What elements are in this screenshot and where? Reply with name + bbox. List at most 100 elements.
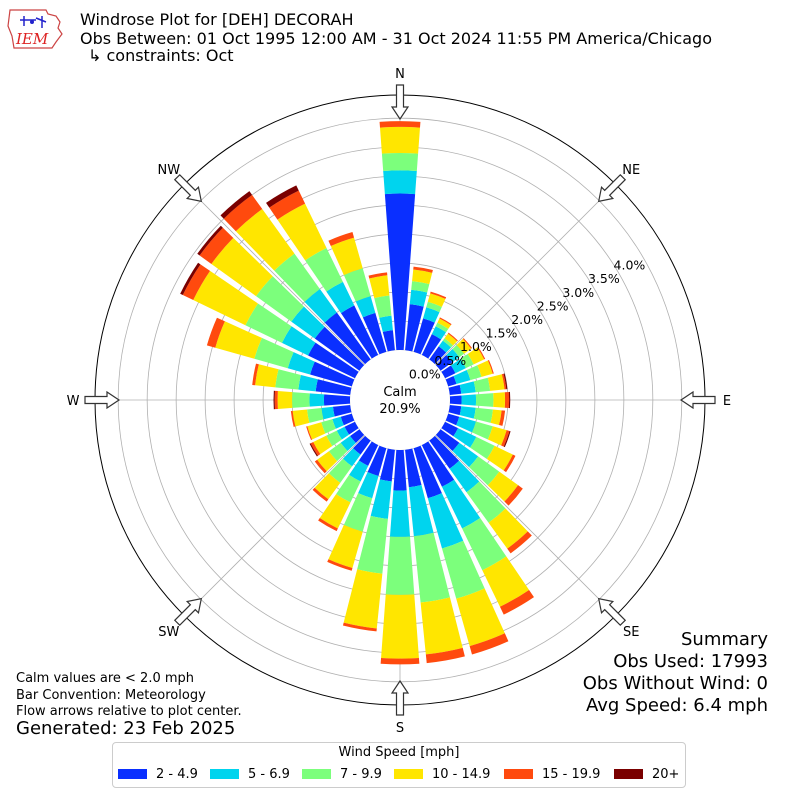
- rose-bar-segment: [472, 421, 493, 440]
- rose-bar-segment: [469, 456, 500, 486]
- rose-bar-segment: [379, 448, 395, 482]
- iem-logo: IEM: [7, 9, 63, 49]
- legend-swatch: [394, 769, 423, 779]
- legend-label: 20+: [652, 766, 680, 782]
- rose-bar-segment: [441, 365, 456, 379]
- rose-bar-segment: [277, 203, 327, 261]
- rose-bar-segment: [389, 490, 411, 537]
- grid-spoke: [184, 435, 365, 616]
- rose-bar-segment: [423, 307, 440, 323]
- rose-bar-segment: [330, 237, 363, 276]
- rose-bar-segment: [245, 303, 292, 343]
- bar-convention: Bar Convention: Meteorology: [16, 688, 206, 703]
- grid-spoke: [435, 435, 616, 616]
- calm-definition: Calm values are < 2.0 mph: [16, 671, 195, 686]
- legend-swatch: [504, 769, 533, 779]
- rose-bar-segment: [467, 347, 485, 365]
- rose-bar-segment: [350, 429, 365, 443]
- summary-avg-speed: Avg Speed: 6.4 mph: [586, 695, 768, 716]
- rose-bar-segment: [507, 531, 532, 554]
- rose-bar-segment: [274, 390, 278, 410]
- rose-bar-segment: [421, 441, 455, 487]
- generated-date: Generated: 23 Feb 2025: [16, 718, 236, 739]
- rose-bar-segment: [426, 301, 442, 313]
- rose-bar-segment: [487, 374, 505, 391]
- rose-bar-segment: [444, 333, 458, 346]
- rose-bar-segment: [473, 407, 493, 423]
- rose-bar-segment: [298, 374, 318, 392]
- rose-bar-segment: [462, 338, 473, 349]
- rose-bar-segment: [317, 451, 338, 472]
- rose-bar-segment: [197, 225, 223, 256]
- rose-bar-segment: [384, 193, 416, 351]
- rose-bar-segment: [308, 342, 359, 379]
- rose-bar-segment: [199, 227, 234, 264]
- rose-bar-segment: [381, 152, 419, 171]
- direction-label: S: [396, 721, 404, 736]
- rose-bar-segment: [405, 304, 424, 352]
- rose-bar-segment: [413, 532, 450, 603]
- rose-bar-segment: [453, 428, 477, 448]
- flow-arrow-icon: [84, 390, 121, 410]
- legend-item: 2 - 4.9: [118, 766, 198, 782]
- grid-spoke: [435, 184, 616, 365]
- rose-bar-segment: [405, 448, 422, 488]
- rose-bar-segment: [452, 442, 479, 468]
- rose-bar-segment: [273, 390, 275, 410]
- rose-bar-segment: [182, 264, 211, 301]
- rose-bar-segment: [328, 231, 355, 247]
- rose-bar-segment: [343, 493, 373, 532]
- legend-label: 15 - 19.9: [542, 766, 601, 782]
- plot-title: Windrose Plot for [DEH] DECORAH: [80, 10, 354, 29]
- rose-bar-segment: [490, 409, 502, 426]
- radial-tick-label: 0.5%: [434, 353, 466, 368]
- rose-bar-segment: [379, 126, 421, 154]
- rose-bar-segment: [448, 384, 462, 395]
- rose-bar-segment: [281, 326, 316, 356]
- rose-bar-segment: [438, 340, 452, 353]
- rose-bar-segment: [324, 312, 371, 365]
- rose-bar-segment: [266, 185, 299, 208]
- rose-bar-segment: [447, 332, 458, 342]
- calm-circle: [350, 350, 450, 450]
- rose-bar-segment: [499, 410, 506, 426]
- legend-swatch: [614, 769, 643, 779]
- rose-bar-segment: [470, 436, 495, 460]
- legend-item: 20+: [614, 766, 679, 782]
- legend-label: 10 - 14.9: [432, 766, 491, 782]
- rose-bar-segment: [314, 326, 365, 371]
- rose-bar-segment: [487, 426, 507, 446]
- legend-item: 7 - 9.9: [302, 766, 382, 782]
- rose-bar-segment: [385, 536, 415, 595]
- summary-title: Summary: [681, 629, 768, 650]
- radial-tick-label: 0.0%: [409, 366, 441, 381]
- rose-bar-segment: [343, 268, 371, 302]
- rose-bar-segment: [358, 472, 379, 499]
- rose-bar-segment: [277, 391, 293, 409]
- legend-swatch: [302, 769, 331, 779]
- direction-label: E: [723, 394, 731, 409]
- rose-bar-segment: [435, 429, 460, 452]
- rose-bar-segment: [290, 410, 296, 427]
- rose-bar-segment: [456, 416, 476, 433]
- rose-bar-segment: [487, 471, 519, 502]
- rose-bar-segment: [314, 459, 327, 474]
- rose-bar-segment: [355, 296, 376, 318]
- rose-bar-segment: [429, 435, 460, 469]
- legend-item: 10 - 14.9: [394, 766, 490, 782]
- rose-bar-segment: [445, 375, 457, 387]
- flow-arrow-icon: [679, 390, 716, 410]
- rose-bar-segment: [304, 288, 337, 323]
- rose-bar-segment: [466, 481, 506, 523]
- rose-bar-segment: [343, 569, 383, 629]
- rose-bar-segment: [309, 393, 325, 407]
- rose-bar-segment: [336, 474, 361, 503]
- calm-label: Calm: [383, 385, 416, 400]
- rose-bar-segment: [292, 392, 310, 408]
- radial-tick-label: 2.5%: [537, 298, 569, 313]
- rose-bar-segment: [274, 253, 320, 302]
- rose-bar-segment: [456, 338, 472, 354]
- rose-bar-segment: [501, 373, 507, 390]
- rose-bar-segment: [292, 409, 310, 427]
- rose-bar-segment: [312, 487, 329, 502]
